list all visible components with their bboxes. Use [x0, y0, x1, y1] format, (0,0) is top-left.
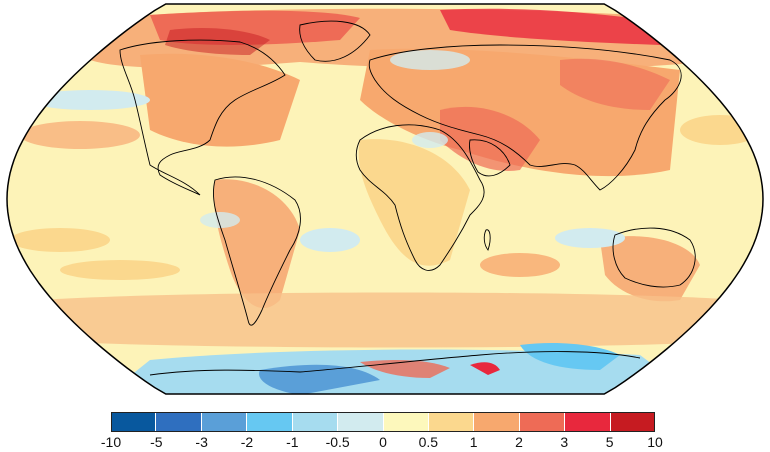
legend-tick-labels: -10 -5 -3 -2 -1 -0.5 0 0.5 1 2 3 5 10	[101, 434, 663, 450]
legend-tick-label: 10	[647, 434, 663, 450]
legend-tick-label: 2	[515, 434, 523, 450]
legend-tick-label: -5	[150, 434, 163, 450]
legend-swatch	[292, 412, 339, 432]
legend-tick-label: 0.5	[418, 434, 439, 450]
legend-tick-label: -2	[240, 434, 254, 450]
legend-swatch	[610, 412, 656, 432]
legend-tick-label: 3	[560, 434, 569, 450]
legend-swatch	[474, 412, 520, 432]
world-map	[6, 3, 764, 395]
legend-tick-label: 5	[605, 434, 614, 450]
legend-tick-label: -10	[100, 434, 122, 450]
legend-tick-label: 1	[469, 434, 478, 450]
legend-swatch	[156, 412, 202, 432]
anomaly-field	[7, 4, 763, 394]
legend-swatch	[519, 412, 566, 432]
legend-swatch	[565, 412, 611, 432]
legend-swatch	[428, 412, 475, 432]
legend-swatch	[201, 412, 248, 432]
color-scale-legend	[111, 412, 656, 432]
legend-swatch	[338, 412, 384, 432]
legend-tick-label: 0	[379, 434, 387, 450]
legend-swatch	[247, 412, 293, 432]
legend-tick-label: -1	[286, 434, 299, 450]
legend-tick-label: -3	[195, 434, 208, 450]
coastlines	[119, 20, 696, 376]
legend-tick-label: -0.5	[325, 434, 350, 450]
legend-swatch	[111, 412, 157, 432]
map-border	[6, 3, 764, 395]
legend-swatch	[383, 412, 429, 432]
